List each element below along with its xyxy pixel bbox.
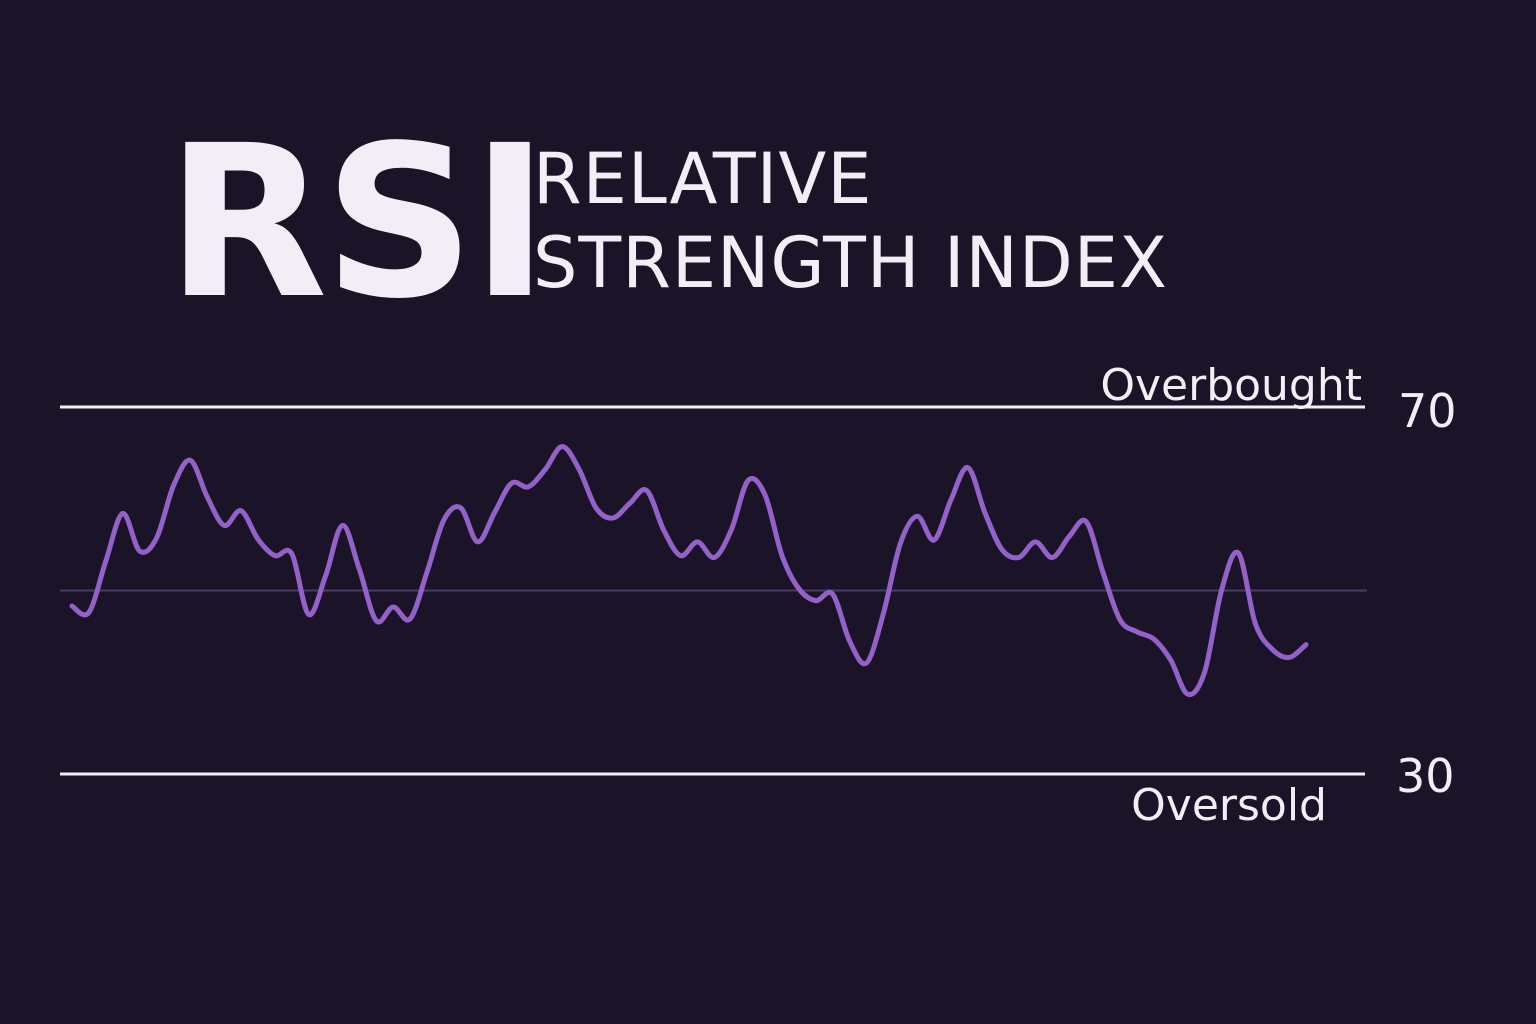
overbought-label: Overbought [1100,360,1362,411]
y-tick-70: 70 [1398,384,1457,438]
subtitle-line-1: RELATIVE [533,138,873,220]
rsi-series-line [69,444,1309,698]
oversold-label: Oversold [1131,780,1327,831]
y-tick-30: 30 [1396,749,1455,803]
rsi-title: RSI [166,100,549,345]
subtitle-line-2: STRENGTH INDEX [533,222,1168,304]
